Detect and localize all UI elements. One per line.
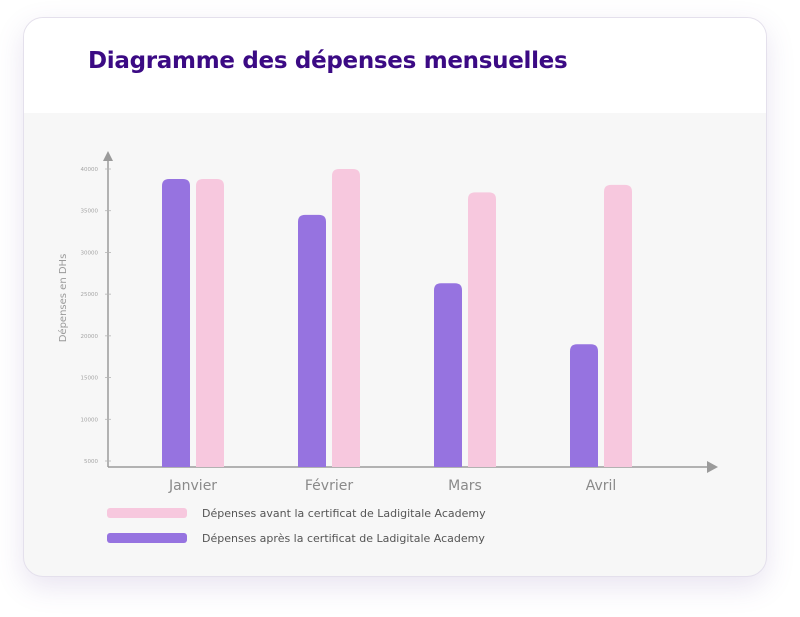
x-tick-label: Avril bbox=[586, 478, 617, 494]
bar-before-mars bbox=[468, 192, 496, 468]
bars bbox=[162, 169, 632, 468]
y-tick-label: 15000 bbox=[81, 376, 99, 382]
legend-swatch-after bbox=[107, 533, 187, 543]
bar-after-mars bbox=[434, 283, 462, 467]
legend-label-before: Dépenses avant la certificat de Ladigita… bbox=[202, 507, 486, 520]
x-labels: Janvier Février Mars Avril bbox=[168, 478, 616, 494]
bar-after-février bbox=[298, 214, 326, 467]
legend-swatch-before bbox=[107, 508, 187, 518]
y-tick-label: 35000 bbox=[81, 209, 99, 215]
card-header: Diagramme des dépenses mensuelles bbox=[24, 18, 766, 113]
bar-before-avril bbox=[604, 184, 632, 467]
chart-card: Diagramme des dépenses mensuelles 5000 10… bbox=[23, 17, 767, 577]
chart-title: Diagramme des dépenses mensuelles bbox=[88, 48, 568, 74]
y-tick-label: 10000 bbox=[81, 417, 99, 423]
y-axis-arrow-icon bbox=[103, 151, 113, 161]
y-tick-label: 5000 bbox=[84, 459, 98, 465]
bar-before-février bbox=[332, 169, 360, 467]
y-tick-label: 20000 bbox=[81, 334, 99, 340]
x-tick-label: Janvier bbox=[168, 478, 217, 494]
legend-label-after: Dépenses après la certificat de Ladigita… bbox=[202, 532, 485, 545]
bar-chart: 500010000150002000025000300003500040000 … bbox=[57, 151, 718, 545]
y-tick-label: 30000 bbox=[81, 250, 99, 256]
legend: Dépenses avant la certificat de Ladigita… bbox=[107, 507, 486, 545]
x-tick-label: Février bbox=[305, 478, 353, 494]
bar-after-avril bbox=[570, 344, 598, 467]
x-tick-label: Mars bbox=[448, 478, 482, 494]
y-tick-label: 40000 bbox=[81, 167, 99, 173]
x-axis-arrow-icon bbox=[707, 461, 718, 473]
bar-before-janvier bbox=[196, 179, 224, 468]
y-ticks: 5000 10000 15000 20000 25000 30000 35000 40000 bbox=[81, 167, 111, 465]
y-axis-label: Dépenses en DHs bbox=[57, 254, 69, 343]
bar-after-janvier bbox=[162, 179, 190, 468]
y-tick-label: 25000 bbox=[81, 292, 99, 298]
